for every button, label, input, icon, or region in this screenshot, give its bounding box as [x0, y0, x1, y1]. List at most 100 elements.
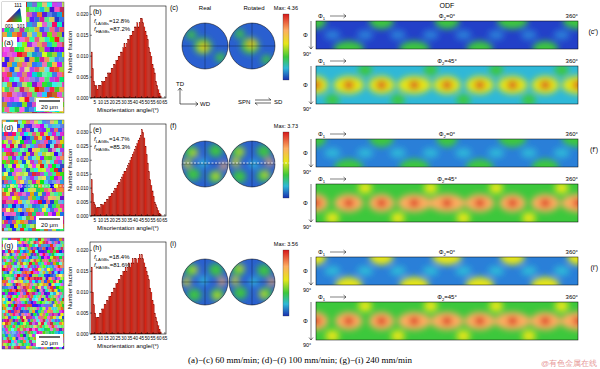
- bar: [140, 19, 141, 98]
- grain: [52, 301, 55, 304]
- grain: [26, 216, 30, 220]
- grain: [55, 241, 58, 244]
- grain: [40, 172, 44, 176]
- grain: [45, 27, 50, 32]
- grain: [56, 140, 60, 144]
- grain: [40, 313, 43, 316]
- bar: [124, 271, 125, 334]
- grain: [22, 52, 27, 57]
- x-tick: [100, 332, 101, 334]
- grain: [38, 120, 42, 124]
- bar: [115, 288, 116, 334]
- y-tick: [90, 202, 92, 203]
- grain: [12, 102, 17, 107]
- y-axis-title: Number fraction: [67, 149, 73, 192]
- grain: [31, 295, 34, 298]
- x-tick: [141, 96, 142, 98]
- bar: [151, 56, 152, 98]
- grain: [38, 136, 42, 140]
- y-tick-label: 0.015: [76, 33, 88, 38]
- grain: [4, 172, 8, 176]
- grain: [22, 62, 27, 67]
- grain: [11, 322, 14, 325]
- x-tick-label: 40: [133, 100, 139, 105]
- grain: [14, 200, 18, 204]
- grain: [30, 120, 34, 124]
- grain: [61, 241, 64, 244]
- grain: [20, 340, 23, 343]
- grain: [28, 220, 32, 224]
- grain: [32, 250, 35, 253]
- grain: [22, 42, 27, 47]
- y-tick: [90, 174, 92, 175]
- grain: [11, 304, 14, 307]
- grain: [62, 160, 64, 164]
- grain: [56, 322, 59, 325]
- grain: [17, 82, 22, 87]
- grain: [58, 176, 62, 180]
- grain: [36, 212, 40, 216]
- bar: [141, 255, 142, 334]
- grain: [50, 37, 55, 42]
- grain: [60, 204, 64, 208]
- grain: [60, 67, 65, 72]
- grain: [58, 313, 61, 316]
- panel-label: (g): [4, 241, 14, 250]
- grain: [52, 12, 57, 17]
- grain: [2, 334, 5, 337]
- grain: [16, 253, 19, 256]
- grain: [38, 316, 41, 319]
- grain: [10, 87, 15, 92]
- grain: [40, 188, 44, 192]
- grain: [47, 316, 50, 319]
- grain: [62, 62, 64, 67]
- grain: [7, 82, 12, 87]
- map-frame: [2, 238, 64, 349]
- grain: [53, 328, 56, 331]
- y-axis-title: Number fraction: [67, 31, 73, 74]
- grain: [50, 250, 53, 253]
- bar: [119, 56, 120, 98]
- grain: [7, 271, 10, 274]
- grain: [46, 295, 49, 298]
- grain: [2, 319, 4, 322]
- grain: [56, 280, 59, 283]
- grain: [37, 313, 40, 316]
- x-tick: [118, 332, 119, 334]
- grain: [5, 322, 8, 325]
- grain: [62, 128, 64, 132]
- grain: [57, 82, 62, 87]
- grain: [7, 265, 10, 268]
- grain: [26, 286, 29, 289]
- grain: [46, 160, 50, 164]
- grain: [22, 128, 26, 132]
- grain: [37, 277, 40, 280]
- grain: [16, 277, 19, 280]
- grain: [25, 247, 28, 250]
- x-tick: [153, 214, 154, 216]
- grain: [38, 328, 41, 331]
- x-tick: [123, 214, 124, 216]
- grain: [54, 176, 58, 180]
- grain: [10, 168, 14, 172]
- grain: [50, 67, 55, 72]
- grain: [56, 268, 59, 271]
- grain: [20, 220, 24, 224]
- grain: [42, 152, 46, 156]
- grain: [34, 208, 38, 212]
- grain: [46, 265, 49, 268]
- grain: [38, 128, 42, 132]
- grain: [50, 274, 53, 277]
- grain: [30, 107, 35, 112]
- bar: [95, 85, 96, 98]
- annotation-subscript: HAGBs: [96, 29, 110, 34]
- grain: [34, 271, 37, 274]
- grain: [43, 319, 46, 322]
- grain: [13, 289, 16, 292]
- bar: [117, 185, 118, 216]
- grain: [16, 156, 20, 160]
- grain: [60, 47, 65, 52]
- bar: [131, 263, 132, 334]
- grain: [57, 52, 62, 57]
- y-tick: [90, 250, 92, 251]
